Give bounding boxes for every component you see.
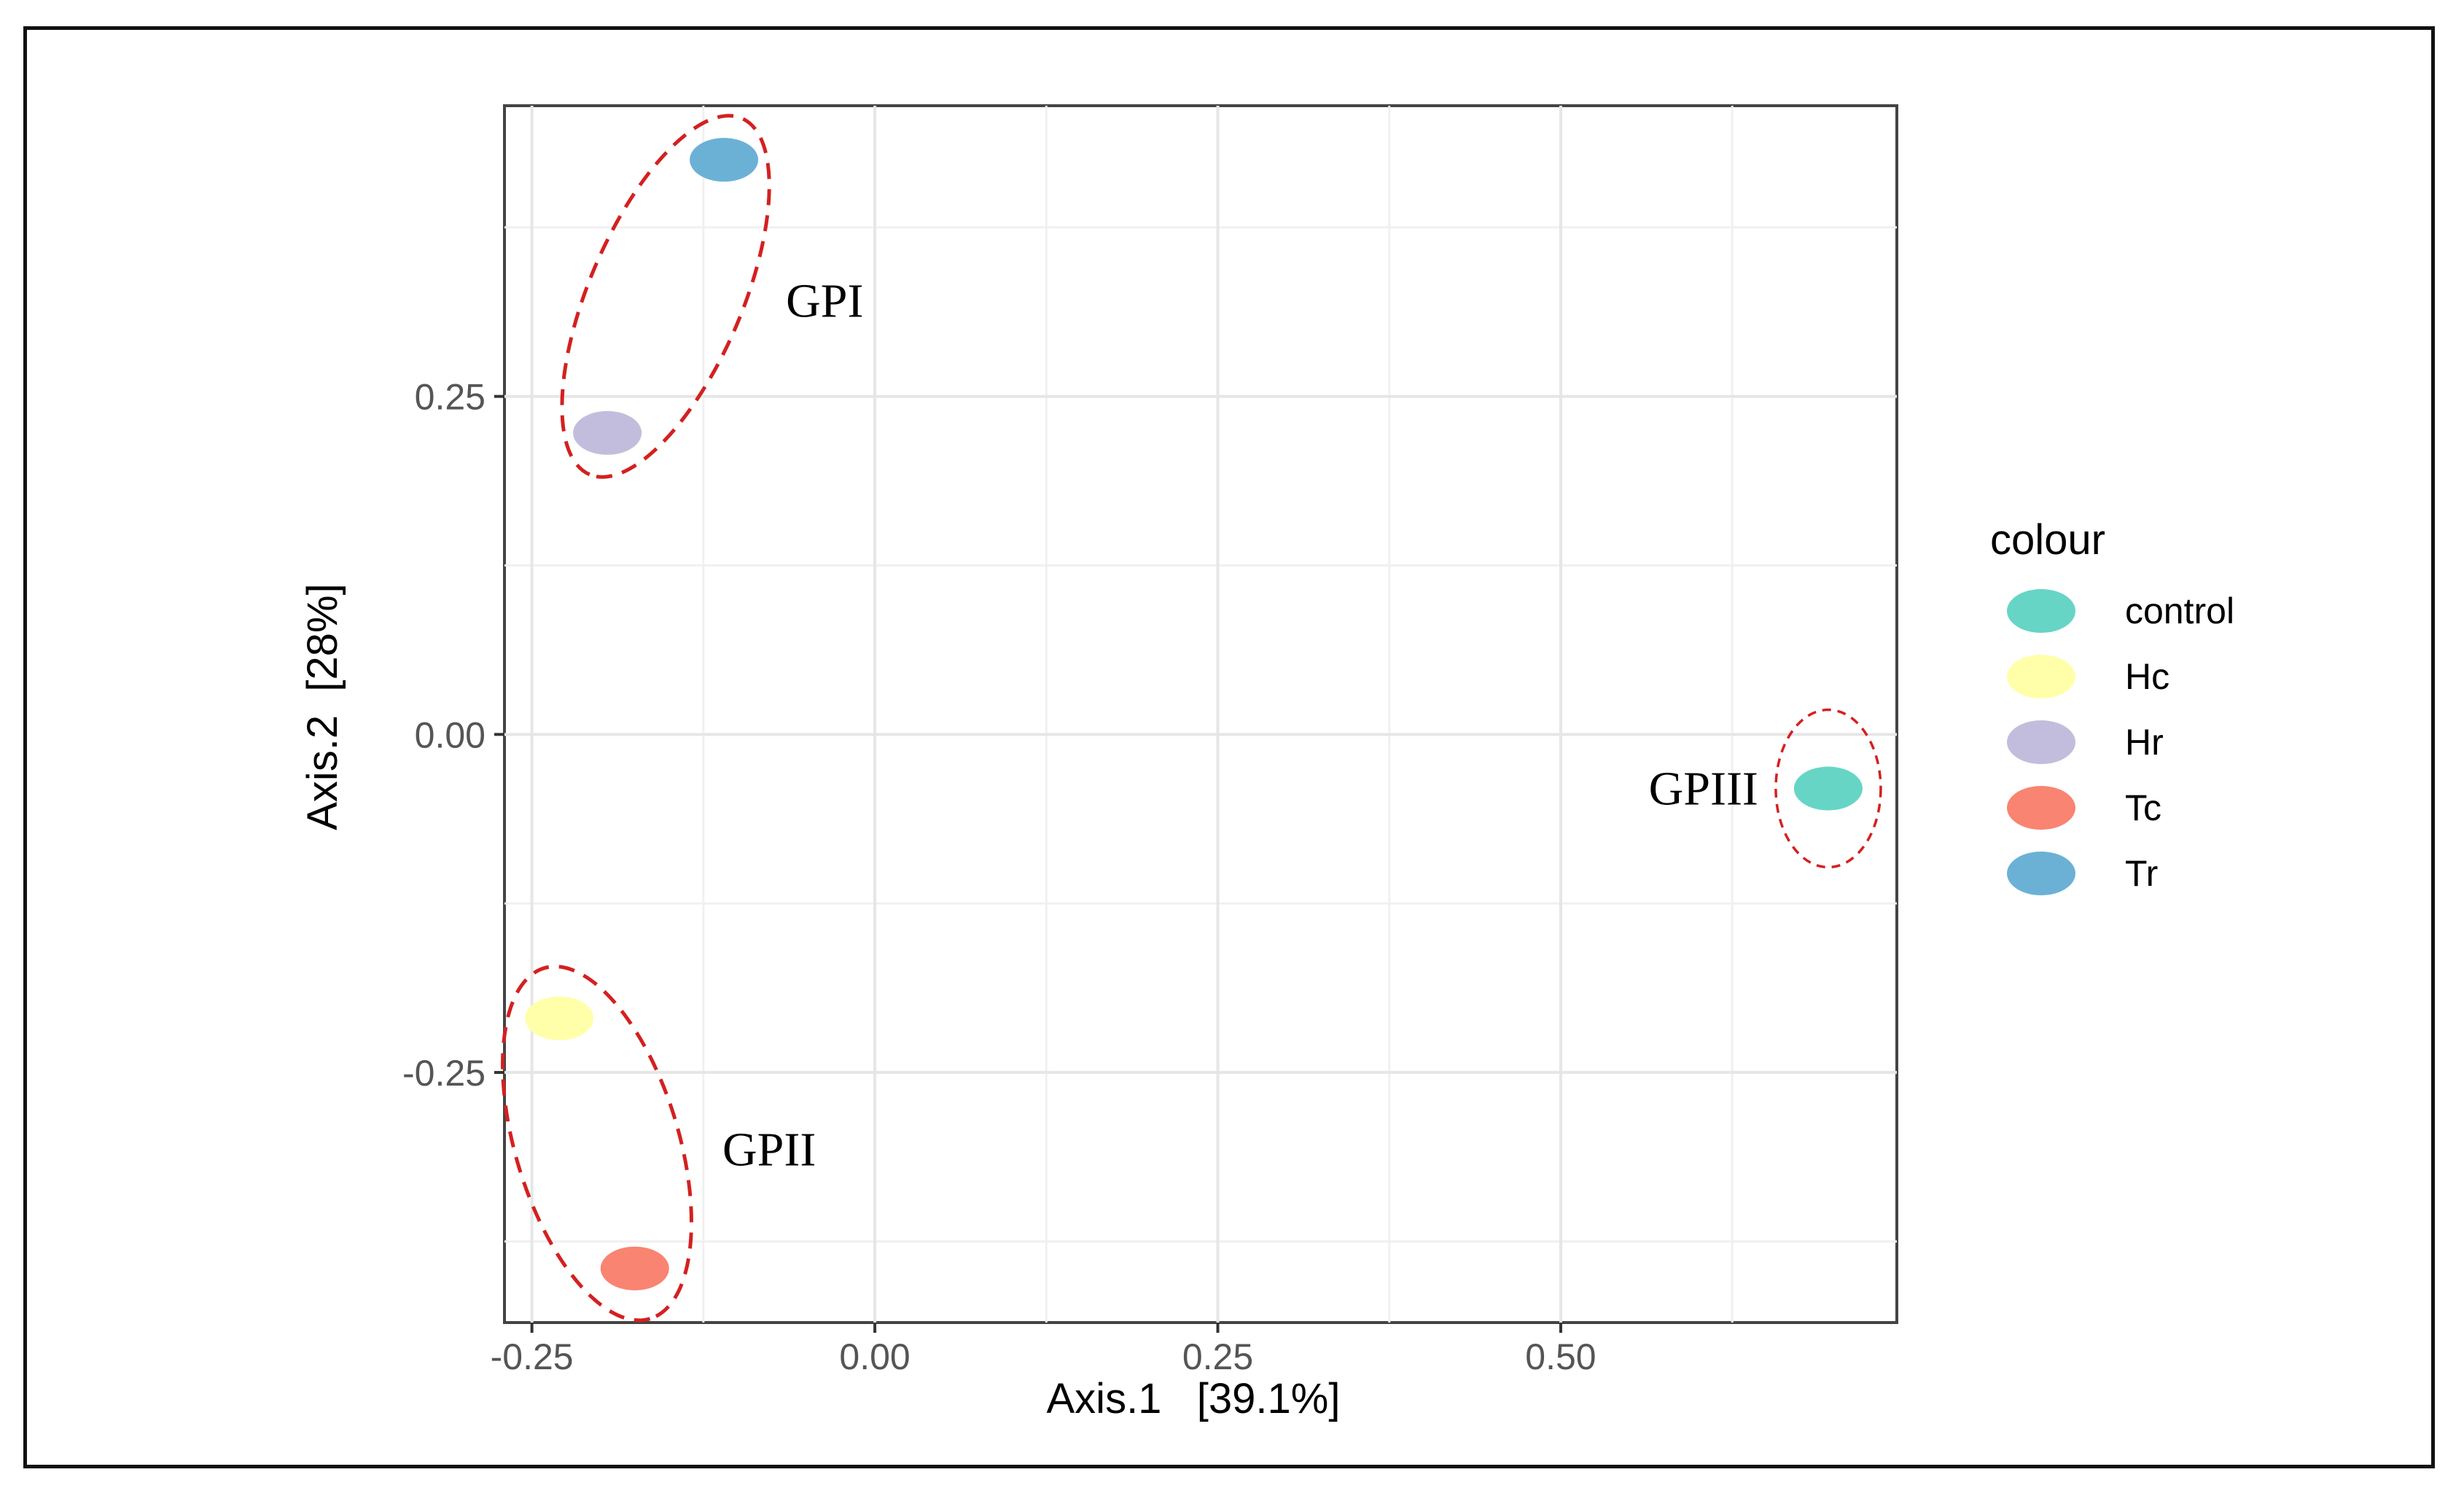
plot-panel bbox=[503, 104, 1898, 1324]
legend-key-hc bbox=[2007, 655, 2075, 698]
legend-label-hr: Hr bbox=[2125, 722, 2164, 763]
legend-key-control bbox=[2007, 589, 2075, 633]
plot-panel-border bbox=[503, 104, 1898, 1324]
grid-lines bbox=[504, 106, 1897, 1323]
data-points bbox=[525, 138, 1863, 1290]
group-ellipse-gpii bbox=[501, 965, 693, 1323]
y-tick-label: 0.25 bbox=[415, 377, 486, 418]
point-tc bbox=[600, 1246, 669, 1290]
legend-label-tr: Tr bbox=[2125, 853, 2158, 894]
point-hc bbox=[525, 996, 594, 1040]
point-tr bbox=[690, 138, 759, 182]
x-axis-title: Axis.1 [39.1%] bbox=[1047, 1375, 1341, 1422]
x-tick-label: 0.25 bbox=[1182, 1336, 1253, 1377]
group-label-gpiii: GPIII bbox=[1649, 762, 1758, 815]
y-tick-label: -0.25 bbox=[402, 1053, 486, 1094]
group-label-gpi: GPI bbox=[786, 274, 863, 327]
legend-key-tr bbox=[2007, 852, 2075, 895]
group-ellipse-gpi bbox=[560, 114, 771, 479]
legend-key-hr bbox=[2007, 720, 2075, 764]
figure-border bbox=[23, 26, 2435, 1468]
group-ellipse-gpiii bbox=[1774, 708, 1882, 869]
x-tick-label: 0.50 bbox=[1525, 1336, 1596, 1377]
group-label-gpii: GPII bbox=[722, 1123, 816, 1176]
point-hr bbox=[573, 410, 642, 455]
y-tick-label: 0.00 bbox=[415, 715, 486, 755]
y-axis-title: Axis.2 [28%] bbox=[299, 583, 346, 830]
x-tick-label: 0.00 bbox=[839, 1336, 910, 1377]
legend-title: colour bbox=[1990, 516, 2105, 564]
group-annotations: GPI GPII GPIII bbox=[501, 114, 1882, 1323]
legend-label-tc: Tc bbox=[2125, 787, 2161, 828]
legend-key-tc bbox=[2007, 786, 2075, 830]
legend: colour control Hc Hr Tc Tr bbox=[1990, 516, 2234, 895]
legend-label-control: control bbox=[2125, 591, 2234, 631]
plot-panel-background bbox=[504, 106, 1897, 1323]
legend-label-hc: Hc bbox=[2125, 656, 2169, 697]
point-control bbox=[1793, 766, 1863, 811]
x-tick-label: -0.25 bbox=[491, 1336, 574, 1377]
